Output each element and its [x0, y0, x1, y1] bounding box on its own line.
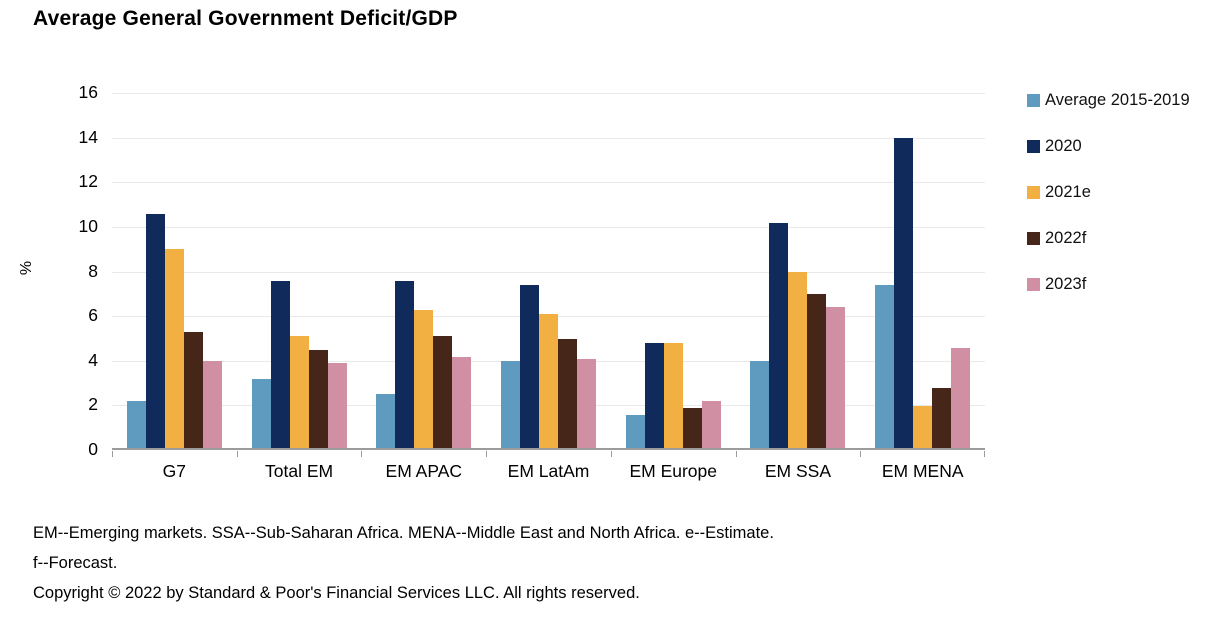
- bar-em-europe-2020: [644, 343, 664, 448]
- y-tick-label-12: 12: [78, 171, 98, 192]
- legend-item-2022f: 2022f: [1027, 228, 1190, 248]
- bar-em-latam-2021e: [539, 314, 559, 448]
- bar-total-em-2021e: [289, 336, 309, 448]
- y-tick-label-4: 4: [88, 349, 98, 370]
- legend-swatch-icon: [1027, 93, 1040, 107]
- bar-em-europe-2022f: [682, 407, 702, 448]
- bar-group-em-latam: [486, 93, 611, 448]
- x-tick-mark: [736, 451, 737, 457]
- bar-em-apac-2020: [395, 280, 415, 448]
- legend-item-2020: 2020: [1027, 136, 1190, 156]
- gridline-10: [112, 226, 985, 228]
- bar-em-latam-2020: [520, 285, 540, 448]
- bar-groups: [112, 93, 985, 448]
- x-label-em-mena: EM MENA: [881, 461, 964, 481]
- y-tick-label-2: 2: [88, 394, 98, 415]
- x-label-em-europe: EM Europe: [629, 461, 717, 481]
- bar-group-em-europe: [611, 93, 736, 448]
- y-tick-label-14: 14: [78, 126, 98, 147]
- bar-g7-2020: [145, 213, 165, 448]
- bar-total-em-2022f: [308, 349, 328, 448]
- legend-item-2021e: 2021e: [1027, 182, 1190, 202]
- bar-em-latam-2022f: [558, 338, 578, 448]
- legend-label: 2023f: [1045, 274, 1087, 293]
- y-tick-label-8: 8: [88, 260, 98, 281]
- bar-g7-2021e: [164, 249, 184, 448]
- bar-em-apac-average-2015-2019: [376, 394, 396, 448]
- x-tick-mark: [984, 451, 985, 457]
- bar-em-mena-average-2015-2019: [875, 285, 895, 448]
- legend-label: 2021e: [1045, 182, 1091, 201]
- y-tick-label-6: 6: [88, 305, 98, 326]
- bar-g7-2022f: [183, 331, 203, 448]
- footnote-abbreviations-line1: EM--Emerging markets. SSA--Sub-Saharan A…: [33, 524, 774, 542]
- bar-em-ssa-average-2015-2019: [750, 360, 770, 448]
- bar-group-g7: [112, 93, 237, 448]
- chart-title: Average General Government Deficit/GDP: [33, 7, 458, 30]
- x-axis-tick-marks: [112, 450, 985, 457]
- bar-em-apac-2022f: [433, 336, 453, 448]
- legend-label: 2022f: [1045, 228, 1087, 247]
- legend-swatch-icon: [1027, 231, 1040, 245]
- bar-group-em-mena: [860, 93, 985, 448]
- legend: Average 2015-2019 2020 2021e 2022f 2023f: [1027, 90, 1190, 320]
- bar-total-em-2020: [270, 280, 290, 448]
- bar-em-apac-2021e: [414, 309, 434, 448]
- legend-swatch-icon: [1027, 139, 1040, 153]
- y-axis-label: %: [18, 260, 36, 276]
- gridline-16: [112, 93, 985, 94]
- bar-em-ssa-2022f: [807, 294, 827, 448]
- bar-group-em-apac: [361, 93, 486, 448]
- x-label-em-apac: EM APAC: [385, 461, 463, 481]
- bar-em-europe-average-2015-2019: [625, 414, 645, 448]
- x-axis-category-labels: G7 Total EM EM APAC EM LatAm EM Europe EM SSA…: [112, 461, 985, 482]
- y-tick-label-10: 10: [78, 215, 98, 236]
- bar-total-em-average-2015-2019: [251, 378, 271, 448]
- legend-label: Average 2015-2019: [1045, 90, 1190, 109]
- x-label-total-em: Total EM: [265, 461, 334, 481]
- x-tick-mark: [237, 451, 238, 457]
- bar-group-em-ssa: [736, 93, 861, 448]
- footnote-copyright: Copyright © 2022 by Standard & Poor's Fi…: [33, 584, 640, 602]
- bar-em-europe-2021e: [663, 343, 683, 448]
- gridline-14: [112, 137, 985, 139]
- y-tick-label-0: 0: [88, 439, 98, 459]
- gridline-12: [112, 182, 985, 184]
- bar-em-mena-2023f: [951, 347, 971, 448]
- legend-swatch-icon: [1027, 185, 1040, 199]
- bar-em-latam-average-2015-2019: [501, 360, 521, 448]
- x-tick-mark: [112, 451, 113, 457]
- legend-item-2023f: 2023f: [1027, 274, 1190, 294]
- x-tick-mark: [860, 451, 861, 457]
- x-label-em-ssa: EM SSA: [764, 461, 832, 481]
- legend-item-average-2015-2019: Average 2015-2019: [1027, 90, 1190, 110]
- x-tick-mark: [361, 451, 362, 457]
- legend-label: 2020: [1045, 136, 1082, 155]
- bar-em-apac-2023f: [452, 356, 472, 448]
- bar-g7-average-2015-2019: [126, 401, 146, 448]
- bar-em-europe-2023f: [701, 401, 721, 448]
- y-tick-label-16: 16: [78, 82, 98, 102]
- bar-em-ssa-2021e: [788, 271, 808, 448]
- bar-em-ssa-2023f: [826, 307, 846, 448]
- x-tick-mark: [611, 451, 612, 457]
- bar-group-total-em: [237, 93, 362, 448]
- plot-area: [112, 93, 985, 450]
- bar-em-latam-2023f: [577, 358, 597, 448]
- bar-em-ssa-2020: [769, 222, 789, 448]
- bar-em-mena-2021e: [913, 405, 933, 448]
- bar-em-mena-2022f: [932, 387, 952, 448]
- bar-em-mena-2020: [894, 137, 914, 448]
- gridline-8: [112, 271, 985, 273]
- bar-total-em-2023f: [327, 363, 347, 448]
- x-label-g7: G7: [162, 461, 187, 481]
- bar-g7-2023f: [202, 360, 222, 448]
- footnote-abbreviations-line2: f--Forecast.: [33, 554, 118, 572]
- x-label-em-latam: EM LatAm: [507, 461, 590, 481]
- x-tick-mark: [486, 451, 487, 457]
- footnotes: EM--Emerging markets. SSA--Sub-Saharan A…: [33, 518, 1033, 608]
- legend-swatch-icon: [1027, 277, 1040, 291]
